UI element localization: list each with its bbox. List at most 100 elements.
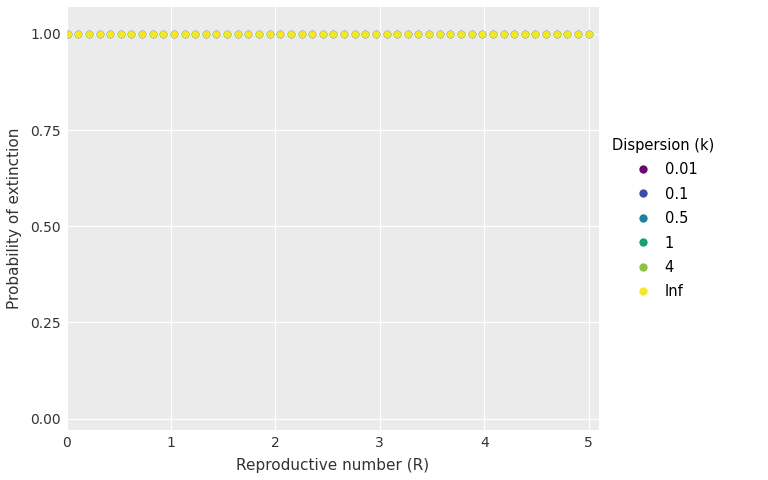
- Point: [465, 30, 478, 38]
- Point: [221, 30, 233, 38]
- Point: [380, 30, 392, 38]
- Point: [359, 30, 372, 38]
- Point: [412, 30, 425, 38]
- Point: [200, 30, 212, 38]
- Point: [61, 30, 74, 38]
- Point: [423, 30, 435, 38]
- Point: [465, 30, 478, 38]
- Point: [61, 30, 74, 38]
- Point: [253, 30, 265, 38]
- Point: [402, 30, 414, 38]
- Point: [412, 30, 425, 38]
- Point: [455, 30, 467, 38]
- Point: [296, 30, 308, 38]
- Point: [380, 30, 392, 38]
- Point: [582, 30, 594, 38]
- Point: [518, 30, 531, 38]
- Point: [157, 30, 170, 38]
- Point: [232, 30, 244, 38]
- Point: [253, 30, 265, 38]
- Point: [327, 30, 339, 38]
- Point: [104, 30, 116, 38]
- Point: [285, 30, 297, 38]
- Point: [529, 30, 541, 38]
- Point: [104, 30, 116, 38]
- Point: [518, 30, 531, 38]
- Point: [391, 30, 403, 38]
- Point: [210, 30, 223, 38]
- Point: [529, 30, 541, 38]
- Point: [444, 30, 456, 38]
- Point: [200, 30, 212, 38]
- Point: [178, 30, 190, 38]
- Point: [136, 30, 148, 38]
- Point: [498, 30, 510, 38]
- Point: [253, 30, 265, 38]
- Point: [370, 30, 382, 38]
- Point: [572, 30, 584, 38]
- Point: [189, 30, 201, 38]
- Point: [551, 30, 563, 38]
- Point: [529, 30, 541, 38]
- Point: [242, 30, 254, 38]
- Point: [391, 30, 403, 38]
- Point: [338, 30, 350, 38]
- Point: [455, 30, 467, 38]
- Point: [487, 30, 499, 38]
- Point: [476, 30, 488, 38]
- Point: [349, 30, 361, 38]
- Point: [274, 30, 286, 38]
- Point: [518, 30, 531, 38]
- Point: [210, 30, 223, 38]
- Point: [434, 30, 446, 38]
- Point: [476, 30, 488, 38]
- Point: [285, 30, 297, 38]
- Point: [136, 30, 148, 38]
- Point: [476, 30, 488, 38]
- Point: [402, 30, 414, 38]
- Point: [423, 30, 435, 38]
- Point: [551, 30, 563, 38]
- Point: [242, 30, 254, 38]
- Point: [412, 30, 425, 38]
- Point: [412, 30, 425, 38]
- Point: [412, 30, 425, 38]
- Point: [316, 30, 329, 38]
- Point: [189, 30, 201, 38]
- Point: [263, 30, 276, 38]
- Point: [274, 30, 286, 38]
- Point: [551, 30, 563, 38]
- Point: [551, 30, 563, 38]
- Point: [200, 30, 212, 38]
- Point: [242, 30, 254, 38]
- Point: [167, 30, 180, 38]
- Point: [316, 30, 329, 38]
- Point: [540, 30, 552, 38]
- Point: [306, 30, 318, 38]
- Point: [200, 30, 212, 38]
- Point: [327, 30, 339, 38]
- Point: [94, 30, 106, 38]
- Point: [306, 30, 318, 38]
- Point: [370, 30, 382, 38]
- Point: [178, 30, 190, 38]
- Point: [551, 30, 563, 38]
- Point: [380, 30, 392, 38]
- Point: [572, 30, 584, 38]
- Point: [221, 30, 233, 38]
- Point: [263, 30, 276, 38]
- Point: [263, 30, 276, 38]
- Point: [274, 30, 286, 38]
- Point: [94, 30, 106, 38]
- Point: [455, 30, 467, 38]
- Point: [338, 30, 350, 38]
- Point: [518, 30, 531, 38]
- Point: [316, 30, 329, 38]
- Point: [327, 30, 339, 38]
- Point: [167, 30, 180, 38]
- Point: [444, 30, 456, 38]
- Point: [125, 30, 137, 38]
- Point: [296, 30, 308, 38]
- Point: [487, 30, 499, 38]
- Point: [391, 30, 403, 38]
